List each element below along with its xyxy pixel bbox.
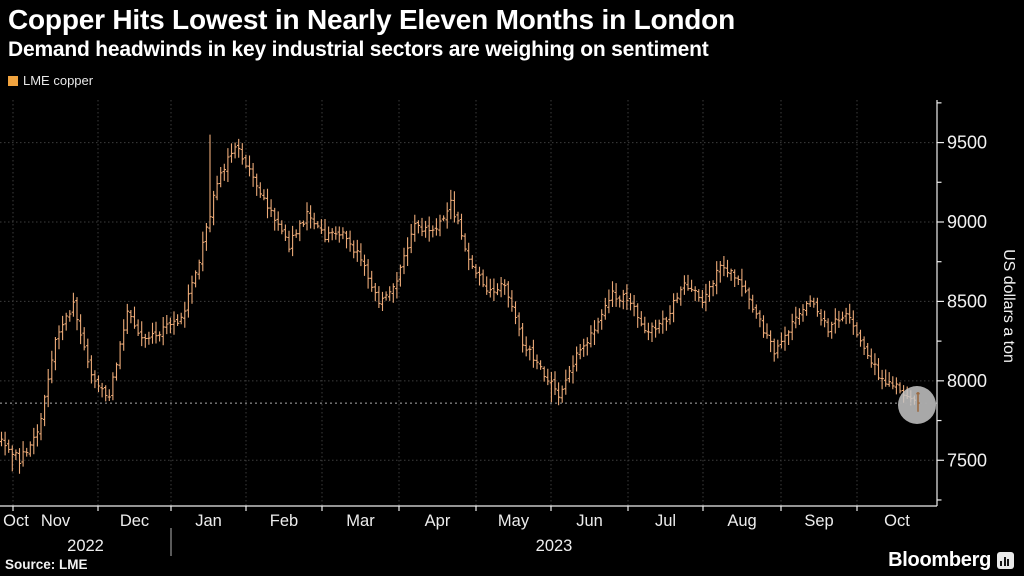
month-label: Feb <box>270 512 298 530</box>
month-label: Jan <box>195 512 222 530</box>
y-tick-label: 9500 <box>947 133 987 153</box>
month-label: Jul <box>655 512 676 530</box>
month-label: Jun <box>576 512 603 530</box>
last-price-bar <box>916 391 920 412</box>
y-tick-label: 8500 <box>947 291 987 311</box>
highlight-circle <box>898 386 936 424</box>
ohlc-bars <box>0 134 917 474</box>
month-label: Apr <box>425 512 451 530</box>
page-subtitle: Demand headwinds in key industrial secto… <box>8 38 709 61</box>
month-label: Aug <box>727 512 756 530</box>
axes <box>0 100 938 507</box>
month-label: Sep <box>804 512 833 530</box>
month-label: Nov <box>41 512 71 530</box>
page-title: Copper Hits Lowest in Nearly Eleven Mont… <box>8 4 735 35</box>
month-label: Dec <box>120 512 149 530</box>
bloomberg-wordmark: Bloomberg <box>888 549 991 571</box>
y-tick-label: 7500 <box>947 450 987 470</box>
bloomberg-branding: Bloomberg <box>888 549 1014 572</box>
gridlines <box>0 100 937 506</box>
chart-legend: LME copper <box>8 73 93 88</box>
month-label: Oct <box>3 512 29 530</box>
x-axis-labels: Oct Nov Dec Jan Feb Mar Apr May Jun Jul Aug Sep Oct 2… <box>3 506 910 556</box>
legend-swatch-icon <box>8 75 18 86</box>
month-label: Mar <box>346 512 375 530</box>
legend-label: LME copper <box>23 73 94 88</box>
bar-chart-icon <box>997 552 1014 569</box>
year-label: 2022 <box>67 537 104 555</box>
source-label: Source: LME <box>5 557 88 572</box>
y-tick-label: 8000 <box>947 371 987 391</box>
month-label: Oct <box>884 512 910 530</box>
y-axis-labels: 7500 8000 8500 9000 9500 US dollars a ton <box>937 102 1017 501</box>
y-axis-title: US dollars a ton <box>1000 249 1017 363</box>
month-label: May <box>498 512 530 530</box>
year-label: 2023 <box>536 537 573 555</box>
y-tick-label: 9000 <box>947 212 987 232</box>
last-point-highlight <box>898 386 936 424</box>
